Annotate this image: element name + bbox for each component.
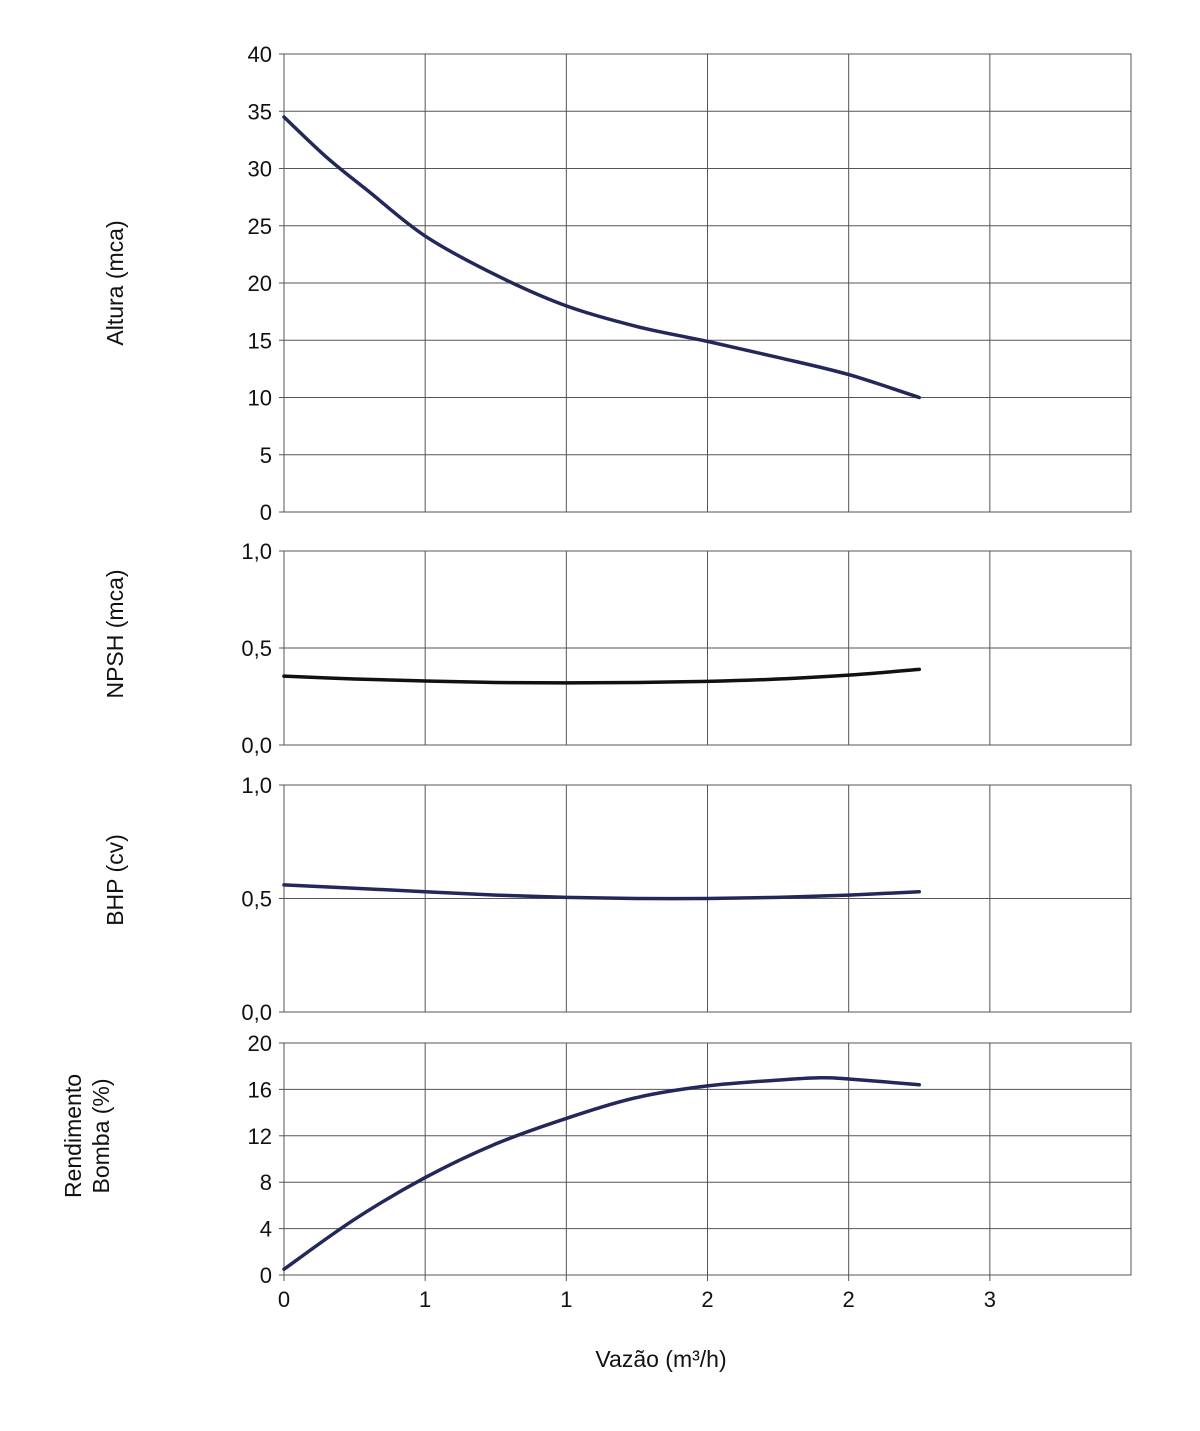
y-tick-label: 0: [260, 1263, 272, 1288]
y-tick-label: 5: [260, 443, 272, 468]
x-tick-label: 2: [843, 1287, 855, 1312]
series-line-2-1: [282, 667, 921, 685]
y-axis-label: BHP (cv): [102, 834, 128, 926]
x-tick-label: 1: [560, 1287, 572, 1312]
y-tick-label: 35: [248, 99, 272, 124]
y-axis-label: NPSH (mca): [102, 569, 128, 698]
x-tick-label: 0: [278, 1287, 290, 1312]
y-tick-label: 0,5: [241, 887, 272, 912]
y-tick-label: 4: [260, 1217, 272, 1242]
y-tick-label: 40: [248, 42, 272, 67]
x-tick-label: 1: [419, 1287, 431, 1312]
panel-4: 0 4 8 12 16 20 RendimentoBomba (%): [60, 1031, 1132, 1288]
y-tick-label: 20: [248, 1031, 272, 1056]
y-axis-label: Altura (mca): [102, 220, 128, 345]
x-tick-label: 3: [984, 1287, 996, 1312]
x-axis-label: Vazão (m³/h): [595, 1346, 726, 1372]
series-line-4-1: [282, 1075, 921, 1271]
y-tick-label: 30: [248, 157, 272, 182]
y-tick-label: 1,0: [241, 773, 272, 798]
x-tick-label: 2: [701, 1287, 713, 1312]
y-tick-label: 16: [248, 1077, 272, 1102]
series-line-1-1: [282, 115, 921, 400]
y-tick-label: 0,0: [241, 1000, 272, 1025]
panel-2: 0,0 0,5 1,0 NPSH (mca): [102, 539, 1132, 758]
y-tick-label: 1,0: [241, 539, 272, 564]
y-tick-label: 10: [248, 386, 272, 411]
y-tick-label: 0: [260, 500, 272, 525]
y-tick-label: 15: [248, 328, 272, 353]
panel-3: 0,0 0,5 1,0 BHP (cv): [102, 773, 1132, 1025]
y-tick-label: 8: [260, 1170, 272, 1195]
y-tick-label: 20: [248, 271, 272, 296]
y-tick-label: 0,0: [241, 733, 272, 758]
y-tick-label: 0,5: [241, 636, 272, 661]
series-line-3-1: [282, 883, 921, 901]
panel-1: 0 5 10 15 20 25 30 35 40 Altura (mca): [102, 42, 1132, 525]
y-axis-label: RendimentoBomba (%): [60, 1074, 114, 1198]
y-tick-label: 12: [248, 1124, 272, 1149]
y-tick-label: 25: [248, 214, 272, 239]
